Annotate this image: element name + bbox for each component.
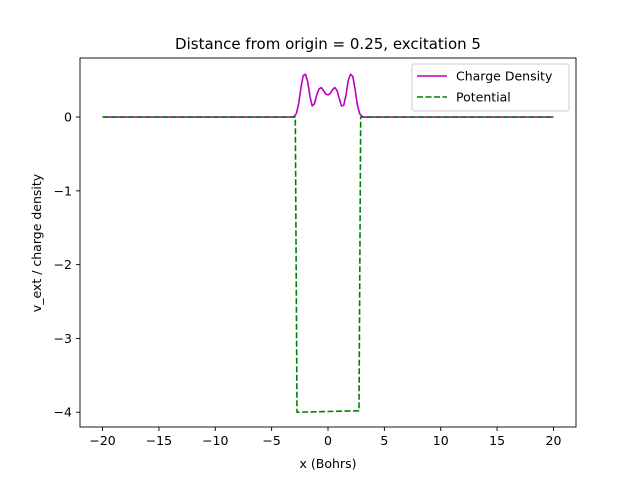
plot-area: −20 −15 −10 −5 0 5 10 15 20 0 −1 −2 −3 −4: [54, 57, 577, 448]
chart-title: Distance from origin = 0.25, excitation …: [175, 35, 481, 53]
series-group: [102, 73, 554, 414]
legend-label: Potential: [456, 90, 511, 105]
legend-label: Charge Density: [456, 69, 553, 84]
x-tick-label: 5: [380, 433, 388, 448]
y-tick-label: −2: [54, 257, 72, 272]
x-tick-label: −20: [89, 433, 115, 448]
y-tick-label: 0: [64, 110, 72, 125]
x-tick-label: 15: [489, 433, 505, 448]
legend-box: [411, 63, 570, 112]
series-line-potential: [102, 116, 554, 414]
series-line-charge-density: [102, 73, 554, 118]
y-axis-title: v_ext / charge density: [29, 173, 44, 312]
x-tick-label: −15: [146, 433, 172, 448]
x-tick-label: 0: [324, 433, 332, 448]
y-tick-label: −4: [54, 405, 72, 420]
x-axis-title: x (Bohrs): [300, 456, 357, 471]
legend: Charge Density Potential: [411, 63, 570, 112]
x-tick-label: −5: [262, 433, 280, 448]
x-tick-label: 10: [433, 433, 449, 448]
x-tick-label: −10: [202, 433, 228, 448]
y-tick-label: −3: [54, 331, 72, 346]
x-tick-label: 20: [546, 433, 562, 448]
y-tick-label: −1: [54, 183, 72, 198]
